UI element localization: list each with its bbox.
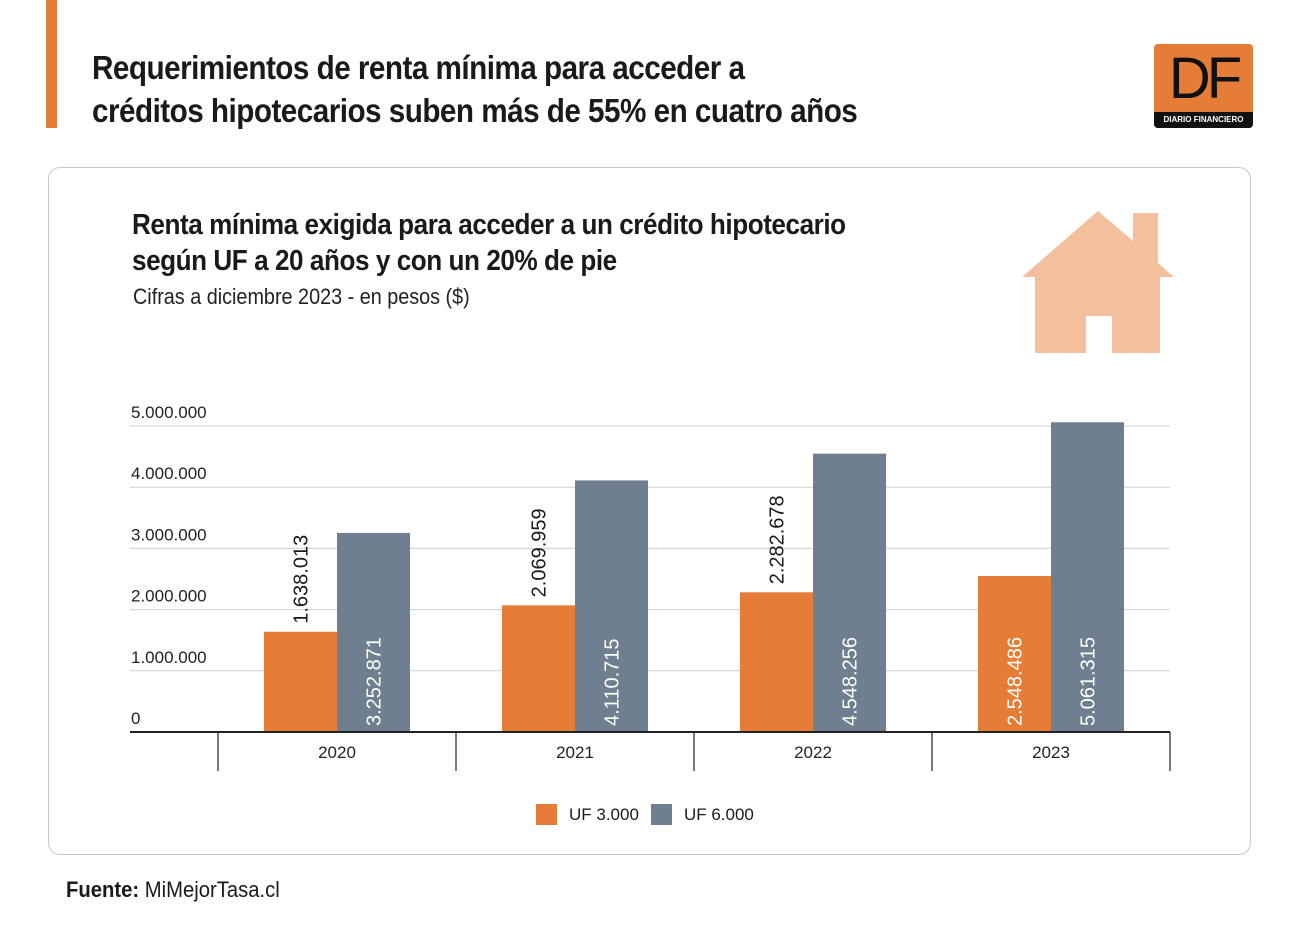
source-value: MiMejorTasa.cl — [144, 877, 280, 902]
bar-uf3000 — [978, 576, 1051, 732]
logo-letters: DF — [1168, 46, 1242, 111]
logo-subtitle: DIARIO FINANCIERO — [1154, 112, 1253, 128]
bar-uf6000 — [337, 532, 410, 732]
data-label: 4.548.256 — [840, 637, 862, 726]
x-tick-label: 2023 — [1032, 743, 1070, 762]
headline-line-2: créditos hipotecarios suben más de 55% e… — [92, 92, 858, 129]
x-tick-label: 2021 — [556, 743, 594, 762]
data-label: 2.282.678 — [767, 495, 789, 584]
y-tick-label: 3.000.000 — [131, 525, 207, 544]
source-label: Fuente: — [66, 877, 140, 902]
data-label: 2.548.486 — [1005, 637, 1027, 726]
data-label: 2.069.959 — [529, 508, 551, 597]
chart-title-line-2: según UF a 20 años y con un 20% de pie — [132, 245, 617, 277]
y-tick-label: 0 — [131, 709, 140, 728]
bar-uf6000 — [575, 480, 648, 732]
y-axis-ticks: 0 1.000.000 2.000.000 3.000.000 4.000.000 5.0… — [131, 403, 207, 728]
bar-uf3000 — [264, 631, 337, 732]
x-tick-label: 2020 — [318, 743, 356, 762]
data-label: 4.110.715 — [602, 639, 624, 727]
y-tick-label: 2.000.000 — [131, 587, 207, 606]
accent-bar — [46, 0, 57, 128]
data-label: 1.638.013 — [291, 535, 313, 624]
bar-uf6000 — [1051, 422, 1124, 732]
chart-title: Renta mínima exigida para acceder a un c… — [132, 207, 942, 279]
legend-label-uf6000: UF 6.000 — [683, 804, 754, 824]
headline-line-1: Requerimientos de renta mínima para acce… — [92, 49, 745, 86]
x-axis-ticks: 2020 2021 2022 2023 — [318, 743, 1070, 762]
x-axis — [130, 731, 1171, 771]
legend-label-uf3000: UF 3.000 — [569, 804, 639, 824]
df-logo: DF DIARIO FINANCIERO — [1154, 44, 1253, 128]
bar-uf6000 — [813, 453, 886, 732]
legend-item-uf3000: UF 3.000 — [536, 804, 639, 825]
x-tick-label: 2022 — [794, 743, 832, 762]
legend-swatch-uf6000 — [650, 804, 672, 825]
headline: Requerimientos de renta mínima para acce… — [92, 46, 956, 132]
bars: 1.638.013 3.252.871 2.069.959 4.110.715 2.28… — [264, 422, 1124, 732]
chart-subtitle: Cifras a diciembre 2023 - en pesos ($) — [133, 284, 470, 309]
data-label: 5.061.315 — [1078, 637, 1100, 726]
source-note: Fuente: MiMejorTasa.cl — [66, 877, 280, 903]
house-icon — [1022, 211, 1174, 353]
bar-uf3000 — [740, 592, 813, 732]
chart-title-line-1: Renta mínima exigida para acceder a un c… — [132, 209, 846, 241]
legend-item-uf6000: UF 6.000 — [650, 804, 754, 825]
legend: UF 3.000 UF 6.000 — [536, 804, 766, 825]
bar-uf3000 — [502, 605, 575, 732]
y-tick-label: 1.000.000 — [131, 648, 207, 667]
data-label: 3.252.871 — [364, 637, 386, 726]
y-tick-label: 4.000.000 — [131, 464, 207, 483]
y-tick-label: 5.000.000 — [131, 403, 207, 422]
legend-swatch-uf3000 — [536, 804, 557, 825]
